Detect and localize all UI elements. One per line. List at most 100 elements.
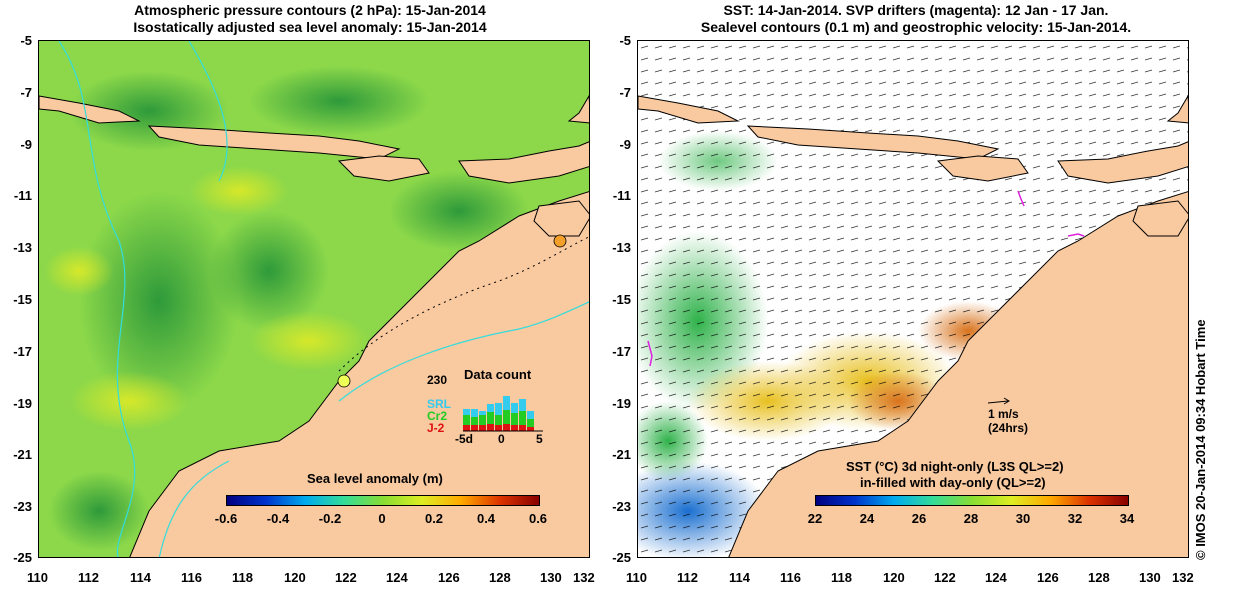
source-srl: SRL bbox=[427, 397, 451, 411]
left-ytick: -17 bbox=[13, 344, 32, 359]
left-ytick: -5 bbox=[20, 33, 32, 48]
left-xtick: 114 bbox=[130, 570, 151, 585]
right-ytick: -5 bbox=[619, 33, 631, 48]
right-xtick: 122 bbox=[934, 570, 956, 585]
histogram-bar bbox=[463, 425, 470, 431]
sla-colorbar-title: Sea level anomaly (m) bbox=[307, 471, 443, 486]
histogram-bar bbox=[463, 409, 470, 415]
source-j2: J-2 bbox=[427, 421, 445, 435]
histogram-bar bbox=[519, 411, 526, 425]
histogram-bar bbox=[495, 425, 502, 431]
copyright-label: © IMOS 20-Jan-2014 09:34 Hobart Time bbox=[1193, 319, 1208, 560]
sst-map-graphic bbox=[638, 41, 1188, 557]
sst-map[interactable]: 1 m/s (24hrs) SST (°C) 3d night-only (L3… bbox=[637, 40, 1189, 558]
sla-colorbar bbox=[226, 495, 540, 506]
right-ytick: -9 bbox=[619, 137, 631, 152]
left-xtick: 110 bbox=[27, 570, 48, 585]
left-xtick: 124 bbox=[386, 570, 408, 585]
right-xtick: 128 bbox=[1088, 570, 1110, 585]
hist-xtick-2: 5 bbox=[536, 432, 543, 446]
histogram-bar bbox=[511, 425, 518, 431]
right-ytick: -25 bbox=[612, 550, 631, 565]
left-xtick: 132 bbox=[573, 570, 595, 585]
right-ytick: -17 bbox=[612, 344, 631, 359]
histogram-bar bbox=[527, 419, 534, 427]
sea-level-map[interactable]: Data count 230 SRL Cr2 J-2 -5d 0 5 Sea l… bbox=[38, 40, 590, 558]
histogram-bar bbox=[511, 403, 518, 413]
right-xtick: 110 bbox=[626, 570, 647, 585]
left-xtick: 120 bbox=[284, 570, 306, 585]
right-xtick: 124 bbox=[985, 570, 1007, 585]
left-ytick: -15 bbox=[13, 292, 32, 307]
sla-tick: 0.2 bbox=[424, 511, 444, 526]
histogram-bar bbox=[487, 424, 494, 431]
right-ytick: -21 bbox=[612, 447, 631, 462]
histogram-bar bbox=[495, 403, 502, 415]
right-ytick: -11 bbox=[612, 188, 631, 203]
velocity-scale-label: 1 m/s bbox=[988, 407, 1019, 421]
sla-tick: 0 bbox=[378, 511, 386, 526]
right-xtick: 118 bbox=[831, 570, 852, 585]
histogram-bar bbox=[463, 415, 470, 425]
right-xtick: 114 bbox=[729, 570, 750, 585]
right-ytick: -15 bbox=[612, 292, 631, 307]
left-ytick: -19 bbox=[13, 396, 32, 411]
left-xtick: 118 bbox=[232, 570, 253, 585]
left-title-line2: Isostatically adjusted sea level anomaly… bbox=[133, 19, 487, 35]
left-ytick: -21 bbox=[13, 447, 32, 462]
histogram-bar bbox=[503, 410, 510, 424]
right-xtick: 130 bbox=[1139, 570, 1161, 585]
sst-tick: 24 bbox=[859, 511, 875, 526]
sst-tick: 30 bbox=[1015, 511, 1031, 526]
sst-colorbar bbox=[815, 495, 1129, 506]
sla-tick: 0.4 bbox=[476, 511, 496, 526]
sst-tick: 22 bbox=[807, 511, 823, 526]
left-ytick: -13 bbox=[13, 240, 32, 255]
left-ytick: -25 bbox=[13, 550, 32, 565]
right-ytick: -23 bbox=[612, 499, 631, 514]
histogram-bar bbox=[479, 415, 486, 425]
left-xtick: 130 bbox=[540, 570, 562, 585]
left-ytick: -9 bbox=[20, 137, 32, 152]
data-count-histogram bbox=[463, 396, 543, 432]
right-title-line2: Sealevel contours (0.1 m) and geostrophi… bbox=[700, 19, 1132, 35]
data-count-max: 230 bbox=[427, 373, 448, 387]
histogram-bar bbox=[471, 409, 478, 417]
histogram-bar bbox=[527, 411, 534, 419]
sla-tick: -0.4 bbox=[266, 511, 290, 526]
right-title: SST: 14-Jan-2014. SVP drifters (magenta)… bbox=[640, 2, 1192, 36]
sla-tick: -0.6 bbox=[214, 511, 238, 526]
right-title-line1: SST: 14-Jan-2014. SVP drifters (magenta)… bbox=[723, 2, 1109, 18]
right-xtick: 120 bbox=[883, 570, 905, 585]
histogram-bars bbox=[463, 396, 534, 431]
left-xtick: 126 bbox=[438, 570, 460, 585]
left-xtick: 116 bbox=[181, 570, 202, 585]
left-title-line1: Atmospheric pressure contours (2 hPa): 1… bbox=[134, 2, 486, 18]
sla-tick: 0.6 bbox=[528, 511, 548, 526]
left-xtick: 112 bbox=[78, 570, 99, 585]
left-title: Atmospheric pressure contours (2 hPa): 1… bbox=[60, 2, 560, 36]
histogram-bar bbox=[495, 415, 502, 425]
sst-tick: 34 bbox=[1119, 511, 1135, 526]
right-ytick: -13 bbox=[612, 240, 631, 255]
histogram-bar bbox=[503, 424, 510, 431]
sst-tick: 28 bbox=[963, 511, 979, 526]
right-ytick: -19 bbox=[612, 396, 631, 411]
histogram-bar bbox=[487, 404, 494, 412]
histogram-bar bbox=[471, 425, 478, 431]
right-xtick: 132 bbox=[1172, 570, 1194, 585]
histogram-bar bbox=[487, 412, 494, 424]
left-ytick: -11 bbox=[13, 188, 32, 203]
right-xtick: 126 bbox=[1037, 570, 1059, 585]
histogram-bar bbox=[479, 425, 486, 431]
left-xtick: 122 bbox=[335, 570, 357, 585]
histogram-bar bbox=[519, 399, 526, 411]
sst-colorbar-title-2: in-filled with day-only (QL>=2) bbox=[860, 475, 1046, 490]
histogram-bar bbox=[511, 413, 518, 425]
sla-tick: -0.2 bbox=[318, 511, 342, 526]
velocity-scale-sublabel: (24hrs) bbox=[988, 421, 1029, 435]
sea-level-map-graphic bbox=[39, 41, 589, 557]
right-xtick: 112 bbox=[677, 570, 698, 585]
sst-colorbar-title-1: SST (°C) 3d night-only (L3S QL>=2) bbox=[846, 459, 1064, 474]
histogram-bar bbox=[503, 396, 510, 410]
